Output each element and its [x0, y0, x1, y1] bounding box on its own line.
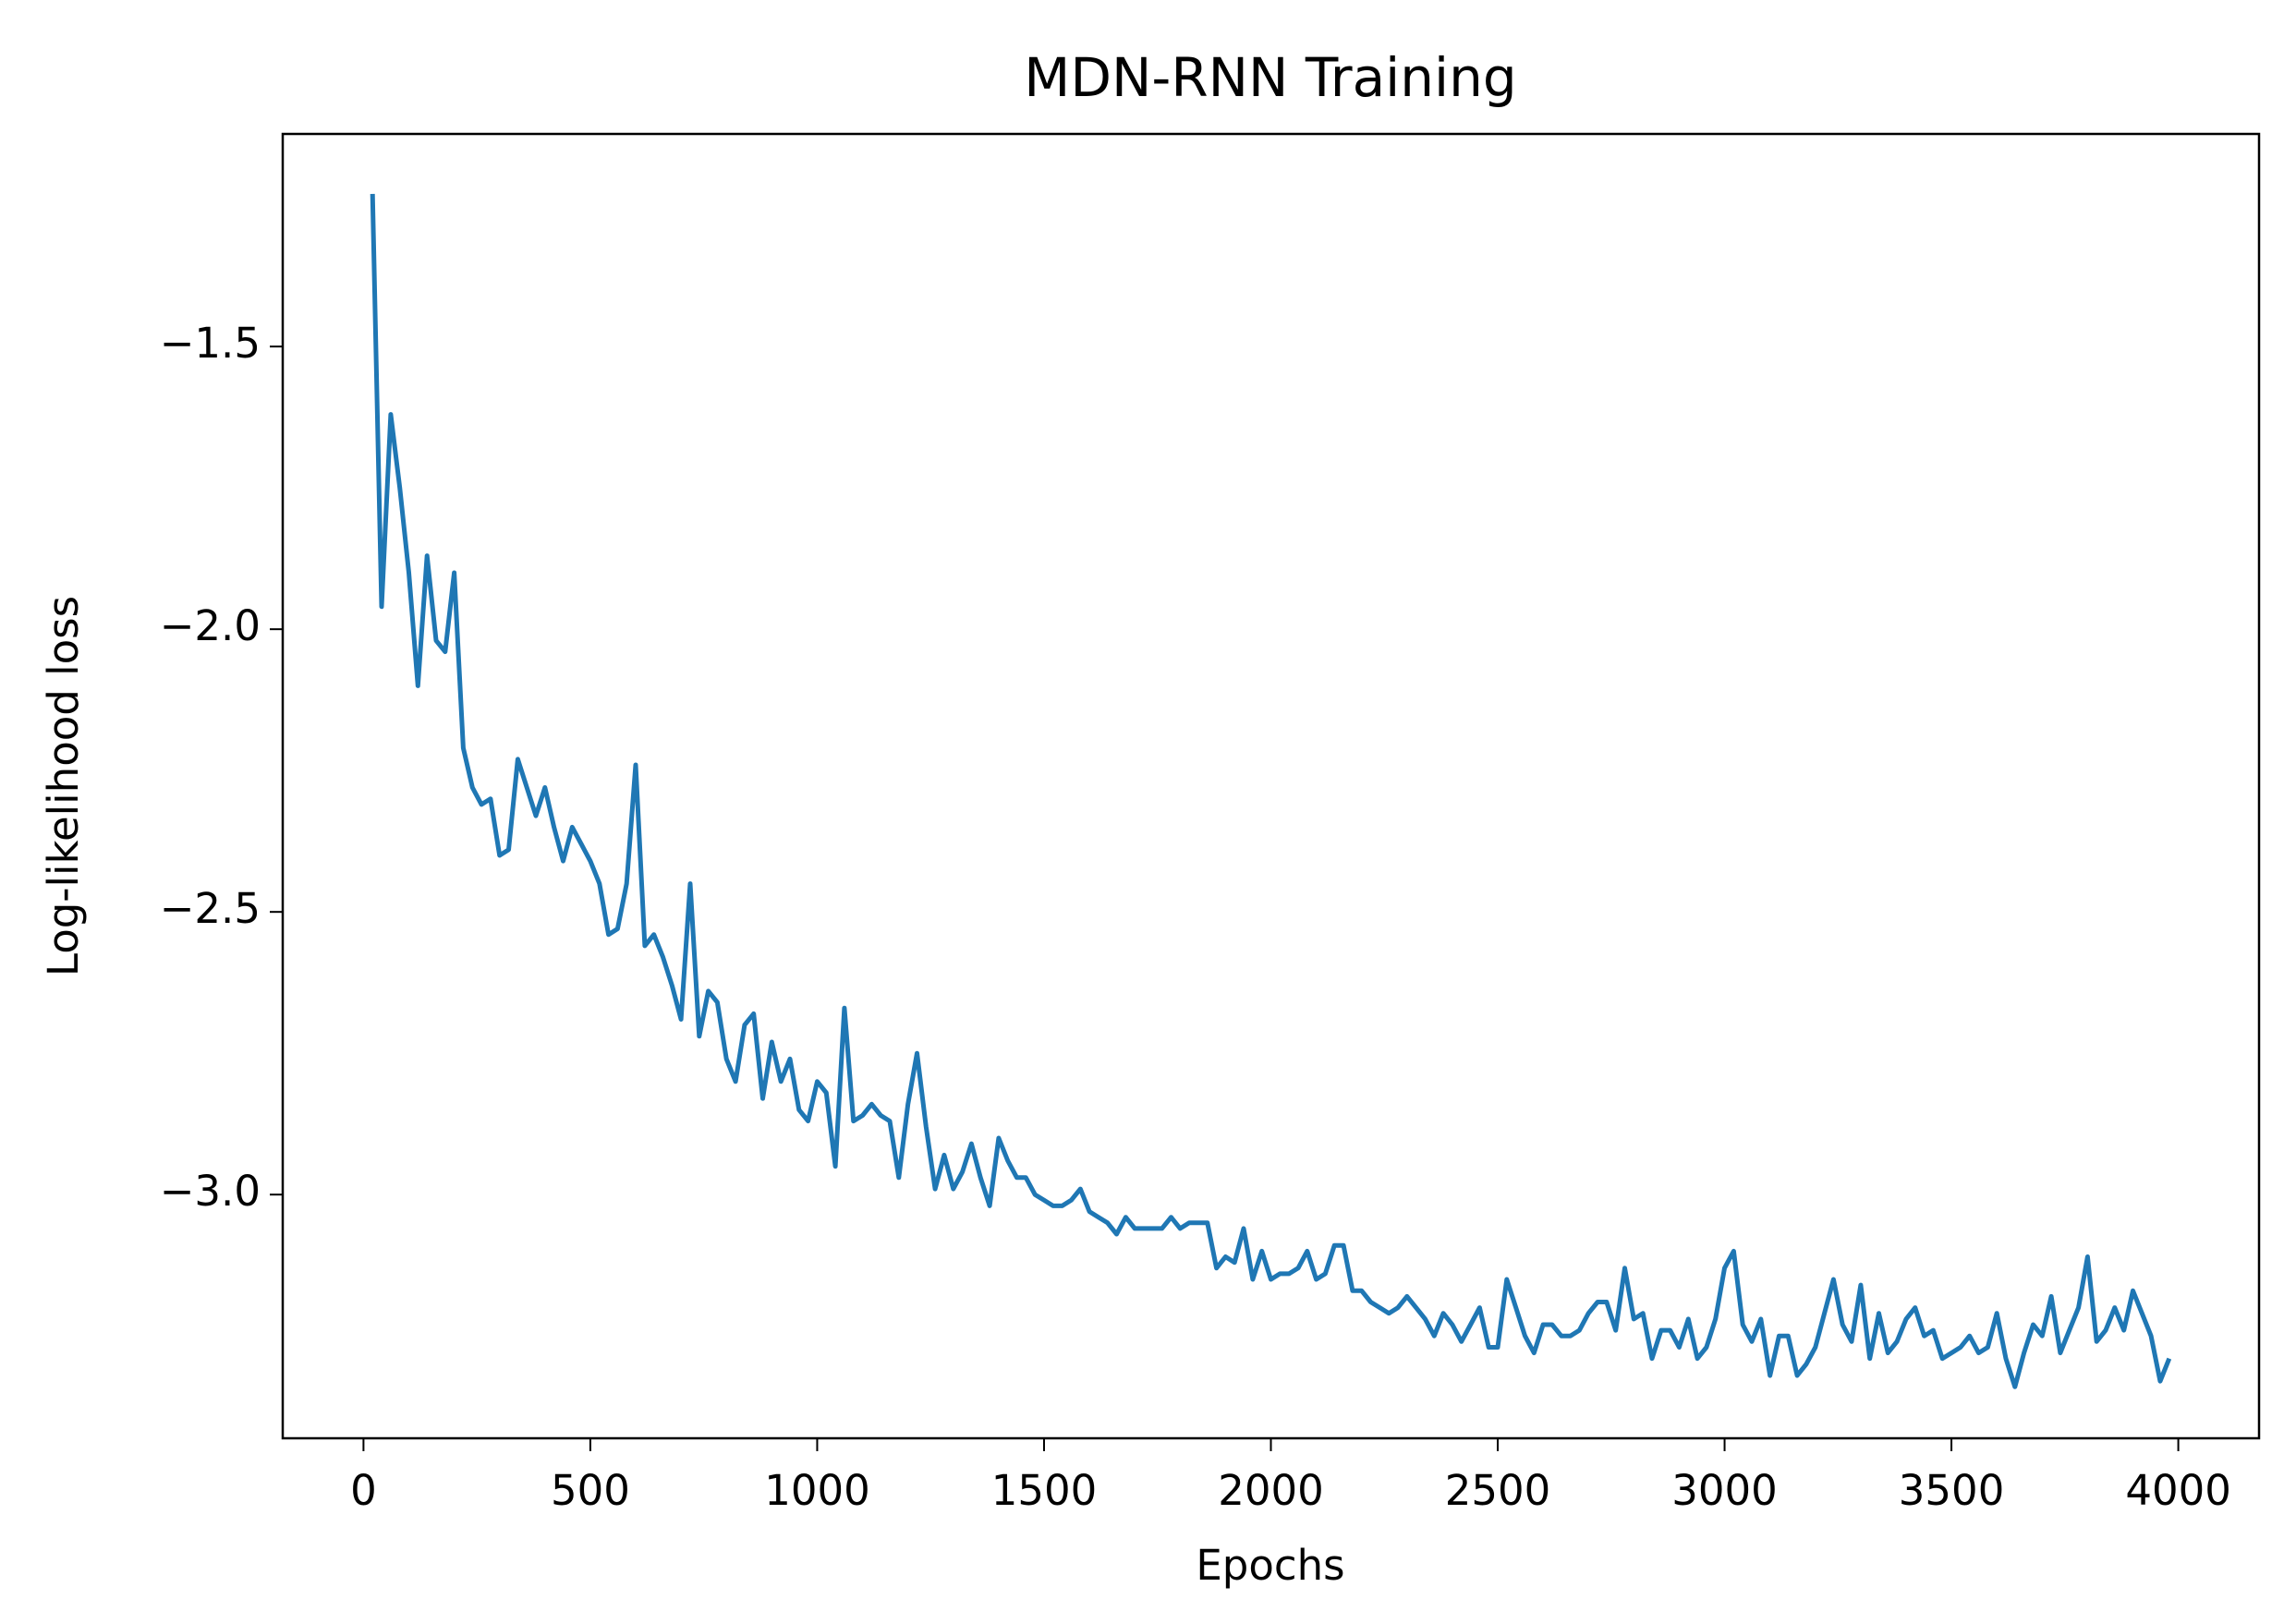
x-tick-label: 2000 — [1218, 1466, 1324, 1515]
x-tick-label: 0 — [350, 1466, 377, 1515]
y-tick-label: −1.5 — [160, 319, 261, 368]
x-tick-label: 3000 — [1671, 1466, 1778, 1515]
x-axis-label: Epochs — [1196, 1541, 1344, 1590]
x-tick-label: 3500 — [1899, 1466, 2005, 1515]
plot-frame — [281, 132, 2261, 1440]
y-tick-label: −2.5 — [160, 884, 261, 933]
x-tick-label: 1000 — [764, 1466, 870, 1515]
x-tick-label: 500 — [551, 1466, 630, 1515]
line-series — [370, 193, 2172, 1389]
x-tick-label: 1500 — [991, 1466, 1098, 1515]
chart-title: MDN-RNN Training — [1024, 46, 1516, 109]
y-tick-label: −3.0 — [160, 1167, 261, 1216]
x-tick-label: 4000 — [2125, 1466, 2231, 1515]
y-tick-label: −2.0 — [160, 601, 261, 650]
y-axis-label: Log-likelihood loss — [39, 596, 88, 976]
x-tick-label: 2500 — [1445, 1466, 1551, 1515]
